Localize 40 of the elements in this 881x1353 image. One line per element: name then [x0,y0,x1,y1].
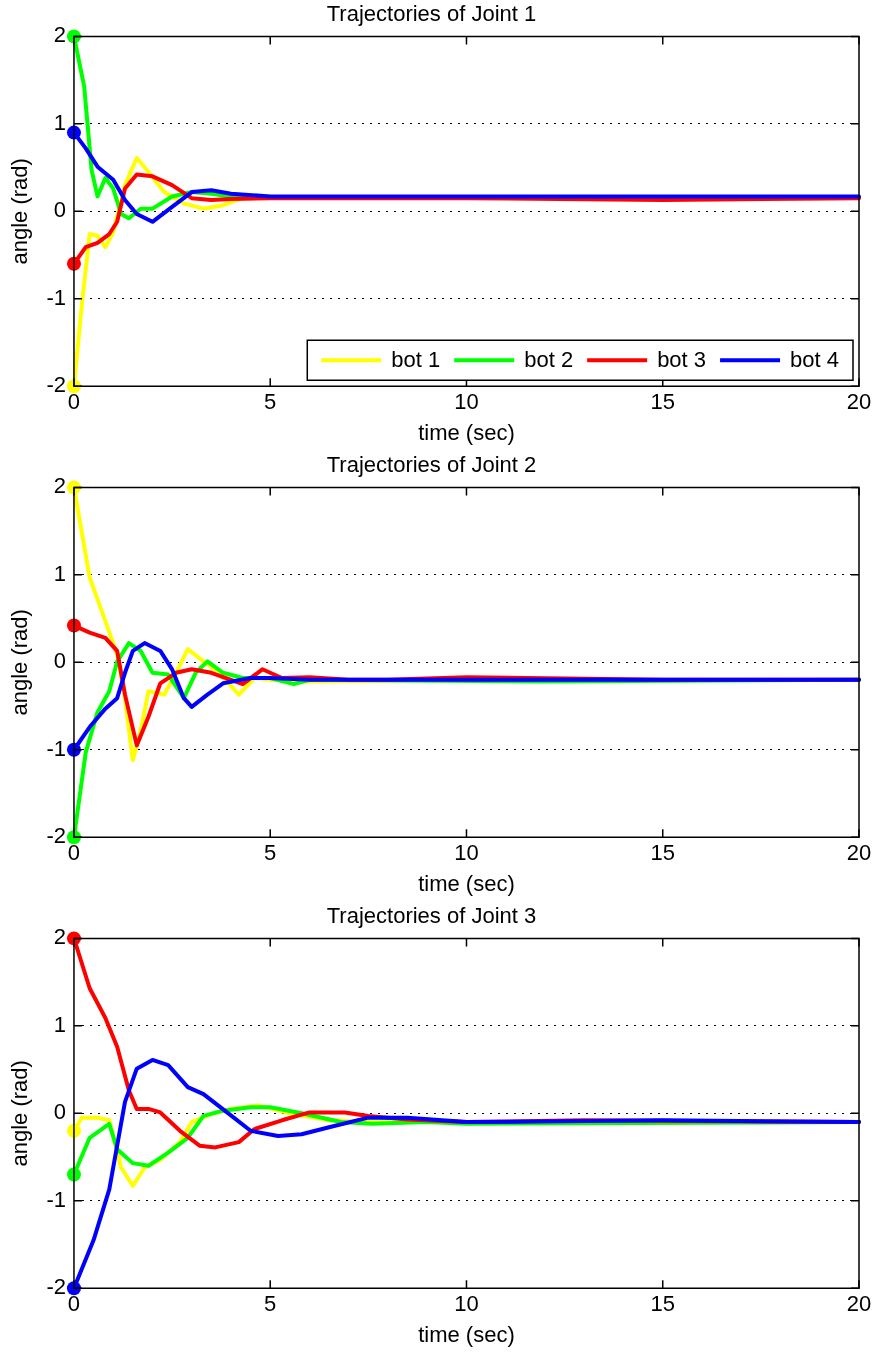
legend-label: bot 3 [657,347,707,373]
y-tick-label: 1 [53,560,66,586]
chart-title: Trajectories of Joint 3 [326,903,537,929]
y-tick-label: 2 [53,924,66,950]
y-axis-title: angle (rad) [7,1060,33,1167]
y-tick-label: -1 [46,1186,66,1212]
x-axis-title: time (sec) [418,419,515,445]
legend-label: bot 1 [391,347,441,373]
x-tick-label: 15 [650,1291,675,1317]
y-tick-label: -1 [46,284,66,310]
x-tick-label: 15 [650,389,675,415]
y-tick-label: -2 [46,823,66,849]
y-tick-label: 1 [53,1011,66,1037]
legend-label: bot 4 [790,347,840,373]
x-axis-title: time (sec) [418,1321,515,1347]
y-tick-label: 1 [53,109,66,135]
x-tick-label: 10 [454,840,479,866]
x-tick-label: 10 [454,1291,479,1317]
chart-title: Trajectories of Joint 2 [326,452,537,478]
x-tick-label: 5 [264,840,277,866]
legend-label: bot 2 [524,347,574,373]
x-axis-title: time (sec) [418,870,515,896]
y-axis-title: angle (rad) [7,609,33,716]
y-tick-label: 2 [53,22,66,48]
x-tick-label: 10 [454,389,479,415]
x-tick-label: 5 [264,389,277,415]
x-tick-label: 20 [846,1291,872,1317]
x-tick-label: 20 [846,840,872,866]
x-tick-label: 5 [264,1291,277,1317]
y-tick-label: 2 [53,473,66,499]
y-tick-label: -2 [46,1274,66,1300]
y-tick-label: -2 [46,372,66,398]
y-tick-label: -1 [46,735,66,761]
chart-title: Trajectories of Joint 1 [326,1,537,27]
x-tick-label: 20 [846,389,872,415]
y-axis-title: angle (rad) [7,158,33,265]
y-tick-label: 0 [53,1099,66,1125]
y-tick-label: 0 [53,648,66,674]
x-tick-label: 15 [650,840,675,866]
y-tick-label: 0 [53,197,66,223]
